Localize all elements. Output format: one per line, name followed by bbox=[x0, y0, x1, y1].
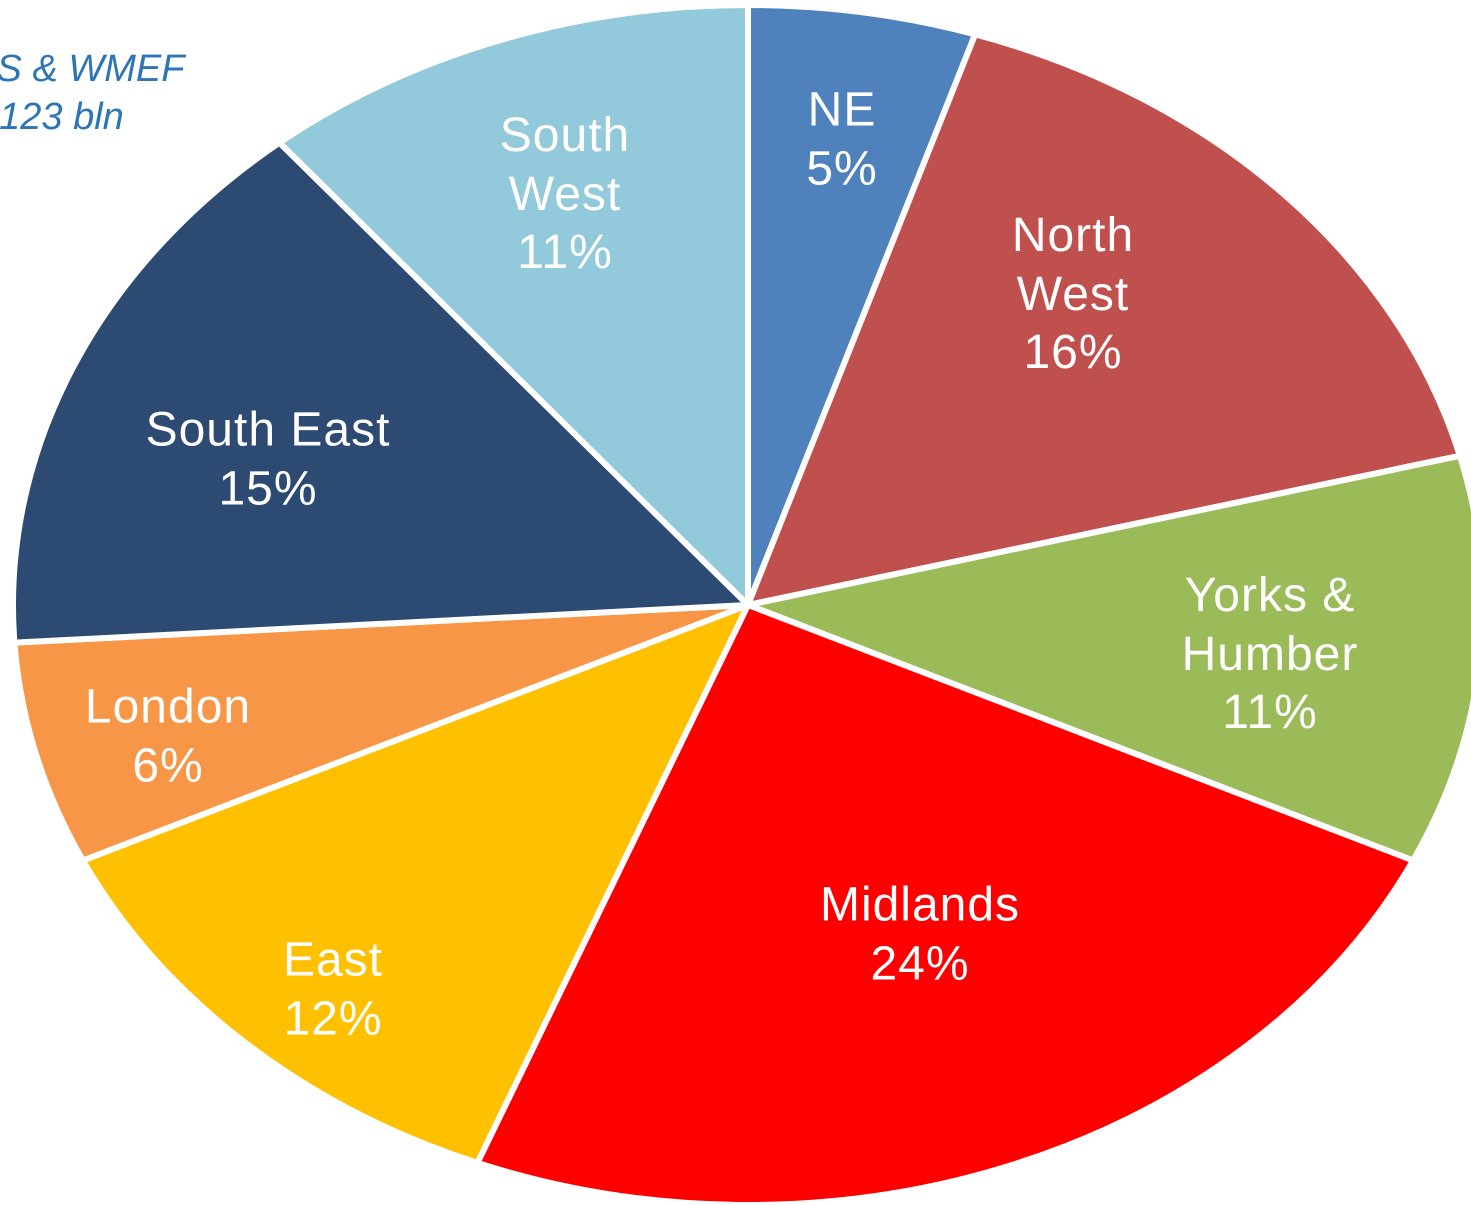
pie-slice bbox=[10, 139, 751, 646]
value-label: 5% bbox=[806, 142, 878, 195]
annotation: £123 bln bbox=[0, 96, 124, 138]
value-label: 12% bbox=[283, 992, 383, 1045]
value-label: 16% bbox=[1023, 326, 1123, 380]
pie-slice bbox=[745, 31, 1463, 608]
slice-label: London 6% bbox=[43, 678, 293, 795]
category-label: East bbox=[282, 933, 384, 987]
category-label: Midlands bbox=[819, 878, 1021, 932]
slice-label: South East 15% bbox=[68, 401, 468, 518]
slice-label: North West 16% bbox=[973, 207, 1173, 383]
category-label: Yorks & Humber bbox=[1181, 569, 1359, 681]
pie-slice bbox=[11, 602, 751, 864]
annotation: IS & WMEF bbox=[0, 48, 185, 90]
category-label: North West bbox=[1011, 209, 1135, 321]
value-label: 24% bbox=[870, 937, 970, 990]
value-label: 11% bbox=[517, 226, 613, 280]
pie-slice bbox=[79, 602, 751, 1166]
slice-label: Yorks & Humber 11% bbox=[1140, 567, 1400, 743]
slice-label: Midlands 24% bbox=[720, 876, 1120, 993]
category-label: London bbox=[84, 680, 252, 734]
value-label: 6% bbox=[132, 739, 204, 792]
category-label: NE bbox=[807, 83, 877, 137]
category-label: South East bbox=[145, 403, 391, 457]
slice-label: NE 5% bbox=[787, 81, 897, 198]
value-label: 15% bbox=[218, 462, 318, 515]
category-label: South West bbox=[499, 109, 631, 221]
pie-slice bbox=[276, 2, 751, 608]
pie-slice bbox=[474, 602, 1417, 1205]
value-label: 11% bbox=[1222, 686, 1318, 740]
slice-label: East 12% bbox=[233, 931, 433, 1048]
slice-label: South West 11% bbox=[465, 107, 665, 283]
pie-slice bbox=[745, 452, 1471, 864]
